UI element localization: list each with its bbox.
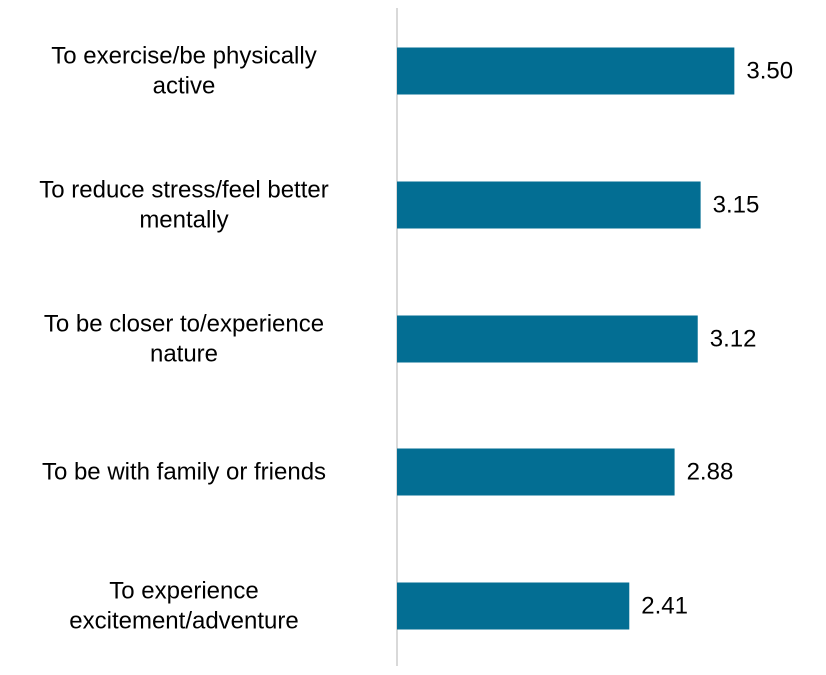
category-label-5: To experience excitement/adventure <box>69 578 298 635</box>
bars <box>397 47 735 630</box>
category-labels: To exercise/be physically active To reduce… <box>39 43 328 635</box>
category-label-3: To be closer to/experience nature <box>44 311 324 368</box>
value-label-4: 2.88 <box>687 459 734 486</box>
value-label-3: 3.12 <box>710 326 757 353</box>
category-label-line: To be with family or friends <box>42 459 326 486</box>
category-label-4: To be with family or friends <box>42 459 326 486</box>
category-label-2: To reduce stress/feel better mentally <box>39 177 328 234</box>
bar-3 <box>397 315 698 363</box>
bar-4 <box>397 448 675 496</box>
bar-5 <box>397 582 630 630</box>
category-label-line: active <box>153 73 216 100</box>
value-label-2: 3.15 <box>713 192 760 219</box>
category-label-line: excitement/adventure <box>69 608 298 635</box>
category-label-line: To exercise/be physically <box>51 43 316 70</box>
category-label-line: To experience <box>109 578 258 605</box>
bar-2 <box>397 181 701 229</box>
category-label-line: To reduce stress/feel better <box>39 177 328 204</box>
value-label-5: 2.41 <box>641 593 688 620</box>
category-label-line: To be closer to/experience <box>44 311 324 338</box>
bar-1 <box>397 47 735 95</box>
category-label-line: nature <box>150 341 218 368</box>
category-label-1: To exercise/be physically active <box>51 43 316 100</box>
value-labels: 3.50 3.15 3.12 2.88 2.41 <box>641 58 793 620</box>
category-label-line: mentally <box>139 207 228 234</box>
value-label-1: 3.50 <box>746 58 793 85</box>
